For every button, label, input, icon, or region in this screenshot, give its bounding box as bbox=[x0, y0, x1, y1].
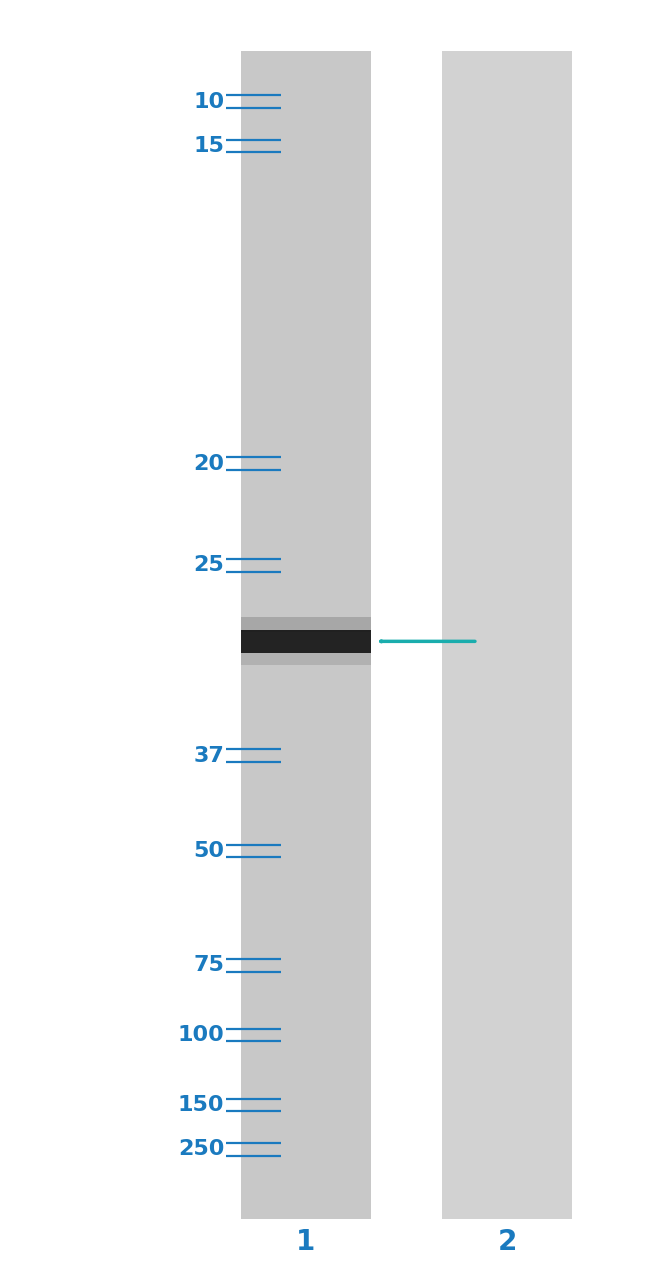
Text: 20: 20 bbox=[193, 453, 224, 474]
Bar bbox=[240, 650, 370, 665]
Text: 15: 15 bbox=[193, 136, 224, 156]
Text: 250: 250 bbox=[178, 1139, 224, 1160]
Text: 1: 1 bbox=[296, 1228, 315, 1256]
Bar bbox=[240, 617, 370, 632]
Text: 10: 10 bbox=[193, 91, 224, 112]
Text: 75: 75 bbox=[193, 955, 224, 975]
Bar bbox=[240, 630, 370, 653]
Text: 50: 50 bbox=[193, 841, 224, 861]
Bar bbox=[442, 51, 572, 1219]
Text: 100: 100 bbox=[177, 1025, 224, 1045]
Text: 37: 37 bbox=[193, 745, 224, 766]
Text: 150: 150 bbox=[177, 1095, 224, 1115]
Text: 25: 25 bbox=[194, 555, 224, 575]
Text: 2: 2 bbox=[497, 1228, 517, 1256]
Bar bbox=[240, 51, 370, 1219]
